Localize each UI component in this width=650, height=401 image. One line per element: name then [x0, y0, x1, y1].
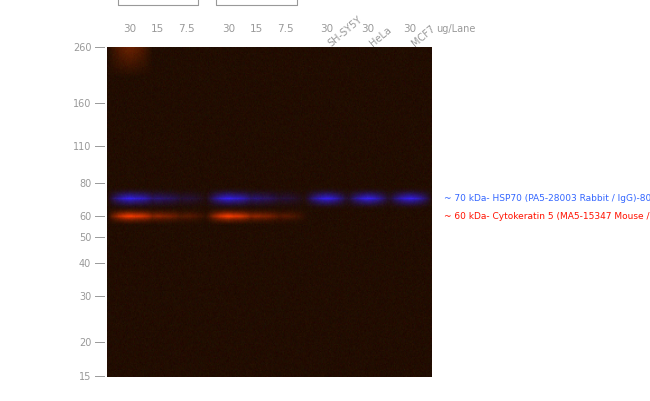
Text: 50: 50 — [79, 232, 91, 242]
Text: SH-SY5Y: SH-SY5Y — [326, 14, 365, 48]
Text: 160: 160 — [73, 98, 91, 108]
Text: 30: 30 — [79, 291, 91, 301]
Text: 20: 20 — [79, 337, 91, 347]
Text: HeLa: HeLa — [368, 24, 394, 48]
Text: ug/Lane: ug/Lane — [436, 24, 475, 34]
Text: 40: 40 — [79, 258, 91, 268]
Text: ~ 70 kDa- HSP70 (PA5-28003 Rabbit / IgG)-800nm: ~ 70 kDa- HSP70 (PA5-28003 Rabbit / IgG)… — [444, 194, 650, 203]
Text: 110: 110 — [73, 142, 91, 152]
Text: 30: 30 — [124, 24, 136, 34]
Text: 60: 60 — [79, 211, 91, 221]
Text: 260: 260 — [73, 43, 91, 53]
Text: 30: 30 — [320, 24, 333, 34]
Text: 15: 15 — [79, 371, 91, 381]
Text: ~ 60 kDa- Cytokeratin 5 (MA5-15347 Mouse / IgG1)-605nm: ~ 60 kDa- Cytokeratin 5 (MA5-15347 Mouse… — [444, 212, 650, 221]
Text: 7.5: 7.5 — [277, 24, 293, 34]
Text: 30: 30 — [222, 24, 235, 34]
Text: 30: 30 — [361, 24, 374, 34]
Text: 15: 15 — [250, 24, 263, 34]
Text: 15: 15 — [151, 24, 164, 34]
Text: 80: 80 — [79, 178, 91, 188]
Text: 30: 30 — [403, 24, 416, 34]
Text: MCF7: MCF7 — [410, 23, 437, 48]
Text: 7.5: 7.5 — [178, 24, 195, 34]
